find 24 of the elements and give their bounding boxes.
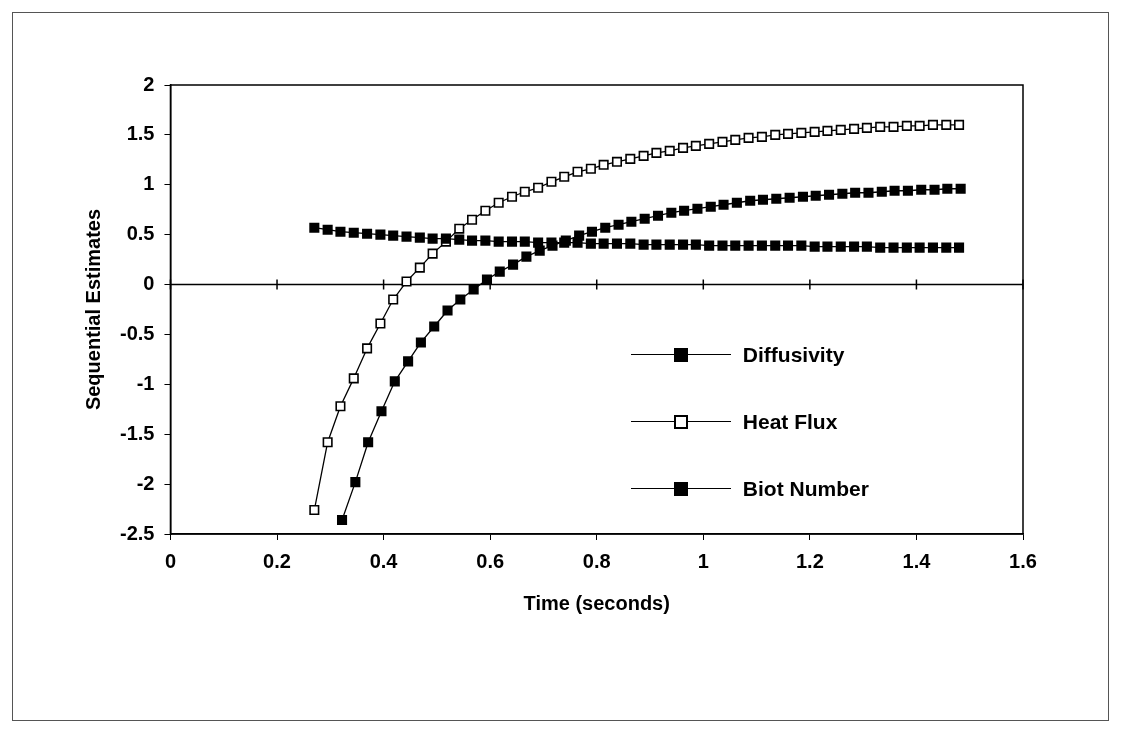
y-tick-label: -2	[136, 471, 155, 494]
legend-label: Heat Flux	[742, 409, 838, 434]
x-axis-title: Time (seconds)	[523, 591, 670, 614]
y-tick-label: 1	[143, 172, 155, 195]
y-tick-label: 0.5	[126, 222, 155, 245]
x-tick-label: 0.6	[476, 549, 505, 572]
x-tick-label: 1.4	[902, 549, 932, 572]
x-tick-label: 1	[697, 549, 709, 572]
y-tick-label: 0	[143, 272, 155, 295]
x-tick-label: 0	[164, 549, 177, 572]
y-axis-title: Sequential Estimates	[81, 208, 104, 411]
x-tick-label: 1.2	[795, 549, 824, 572]
y-tick-label: -2.5	[119, 521, 155, 544]
x-tick-label: 0.8	[582, 549, 611, 572]
legend-label: Biot Number	[742, 476, 869, 501]
y-tick-label: -0.5	[119, 321, 155, 344]
x-tick-label: 1.6	[1009, 549, 1037, 572]
x-tick-label: 0.4	[369, 549, 399, 572]
y-tick-label: 1.5	[126, 122, 155, 145]
x-tick-label: 0.2	[263, 549, 291, 572]
legend-label: Diffusivity	[742, 342, 845, 367]
y-tick-label: 2	[143, 72, 155, 95]
y-tick-label: -1	[136, 371, 155, 394]
y-tick-label: -1.5	[119, 421, 155, 444]
